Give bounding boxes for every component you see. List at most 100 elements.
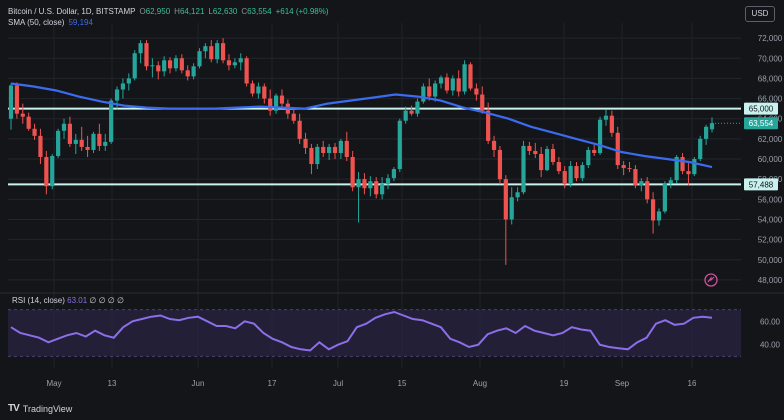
candle[interactable] <box>226 54 232 71</box>
candle[interactable] <box>403 106 408 124</box>
candle[interactable] <box>385 174 391 190</box>
candle[interactable] <box>639 178 644 192</box>
candle[interactable] <box>427 78 432 101</box>
candle[interactable] <box>692 157 697 177</box>
candle[interactable] <box>444 73 450 94</box>
candle[interactable] <box>562 166 567 189</box>
candle[interactable] <box>61 118 67 139</box>
tradingview-brand[interactable]: TV TradingView <box>8 403 72 414</box>
candle[interactable] <box>262 83 267 104</box>
candle[interactable] <box>209 40 214 63</box>
candle[interactable] <box>120 78 126 99</box>
candle[interactable] <box>156 61 161 80</box>
candle[interactable] <box>238 53 243 71</box>
candle[interactable] <box>203 43 208 59</box>
candle[interactable] <box>85 135 90 158</box>
candle[interactable] <box>474 83 479 101</box>
candle[interactable] <box>550 143 556 166</box>
candle[interactable] <box>544 145 550 172</box>
candle[interactable] <box>698 135 703 162</box>
candlestick-series[interactable] <box>8 38 715 265</box>
candle[interactable] <box>8 83 14 130</box>
candle[interactable] <box>556 157 561 175</box>
candle[interactable] <box>409 105 414 116</box>
candle[interactable] <box>215 40 220 64</box>
candle[interactable] <box>633 165 638 189</box>
candle[interactable] <box>56 128 61 159</box>
candle[interactable] <box>38 128 43 165</box>
rsi-pane[interactable]: 60.00 40.00 <box>8 309 781 357</box>
candle[interactable] <box>709 117 715 133</box>
candle[interactable] <box>615 126 620 170</box>
sma-line[interactable] <box>10 82 713 169</box>
candle[interactable] <box>515 187 520 202</box>
rsi-line[interactable] <box>10 310 713 352</box>
candle[interactable] <box>609 110 614 137</box>
candle[interactable] <box>26 112 31 131</box>
candle[interactable] <box>150 58 155 78</box>
candle[interactable] <box>291 108 296 124</box>
candle[interactable] <box>273 93 279 114</box>
candle[interactable] <box>456 70 461 97</box>
candle[interactable] <box>480 86 485 114</box>
candle[interactable] <box>391 167 396 182</box>
candle[interactable] <box>256 82 261 99</box>
candle[interactable] <box>421 83 426 104</box>
candle[interactable] <box>167 57 173 74</box>
candle[interactable] <box>592 144 597 156</box>
candle[interactable] <box>268 89 273 116</box>
candle[interactable] <box>491 135 497 158</box>
candle[interactable] <box>344 131 349 162</box>
candle[interactable] <box>162 56 167 77</box>
candle[interactable] <box>103 133 108 151</box>
candle[interactable] <box>686 163 691 186</box>
candle[interactable] <box>132 50 137 81</box>
candle[interactable] <box>533 142 538 159</box>
symbol-row[interactable]: Bitcoin / U.S. Dollar, 1D, BITSTAMP O62,… <box>8 6 329 17</box>
candle[interactable] <box>185 65 190 81</box>
candle[interactable] <box>67 116 73 147</box>
candle[interactable] <box>668 177 673 189</box>
candle[interactable] <box>527 141 532 155</box>
candle[interactable] <box>680 152 685 175</box>
candle[interactable] <box>433 80 438 102</box>
candle[interactable] <box>244 56 249 87</box>
candle[interactable] <box>20 103 25 124</box>
candle[interactable] <box>332 142 338 160</box>
candle[interactable] <box>450 75 455 96</box>
candle[interactable] <box>368 176 373 197</box>
candle[interactable] <box>503 175 508 265</box>
candle[interactable] <box>497 145 503 185</box>
candle[interactable] <box>138 40 143 64</box>
alert-clock-icon[interactable] <box>704 273 718 287</box>
candle[interactable] <box>627 162 632 173</box>
candle[interactable] <box>44 150 49 195</box>
candle[interactable] <box>704 124 709 145</box>
candle[interactable] <box>468 62 473 91</box>
candle[interactable] <box>338 138 343 160</box>
candle[interactable] <box>179 54 184 74</box>
candle[interactable] <box>32 123 37 140</box>
candle[interactable] <box>380 177 385 200</box>
candle[interactable] <box>197 48 202 69</box>
candle[interactable] <box>315 143 320 170</box>
candle[interactable] <box>50 153 55 190</box>
candle[interactable] <box>327 143 332 161</box>
candle[interactable] <box>539 146 544 178</box>
candle[interactable] <box>397 118 402 173</box>
candle[interactable] <box>91 131 96 153</box>
candle[interactable] <box>109 98 114 144</box>
candle[interactable] <box>603 109 609 126</box>
candle[interactable] <box>303 132 308 154</box>
candle[interactable] <box>356 172 361 223</box>
rsi-legend[interactable]: RSI (14, close) 63.01 ∅ ∅ ∅ ∅ <box>12 296 124 305</box>
candle[interactable] <box>580 162 585 182</box>
candle[interactable] <box>309 143 314 175</box>
candle[interactable] <box>374 177 379 199</box>
candle[interactable] <box>597 116 603 155</box>
currency-button[interactable]: USD <box>745 6 775 22</box>
candle[interactable] <box>97 123 102 151</box>
candle[interactable] <box>438 75 444 89</box>
candle[interactable] <box>220 38 226 64</box>
